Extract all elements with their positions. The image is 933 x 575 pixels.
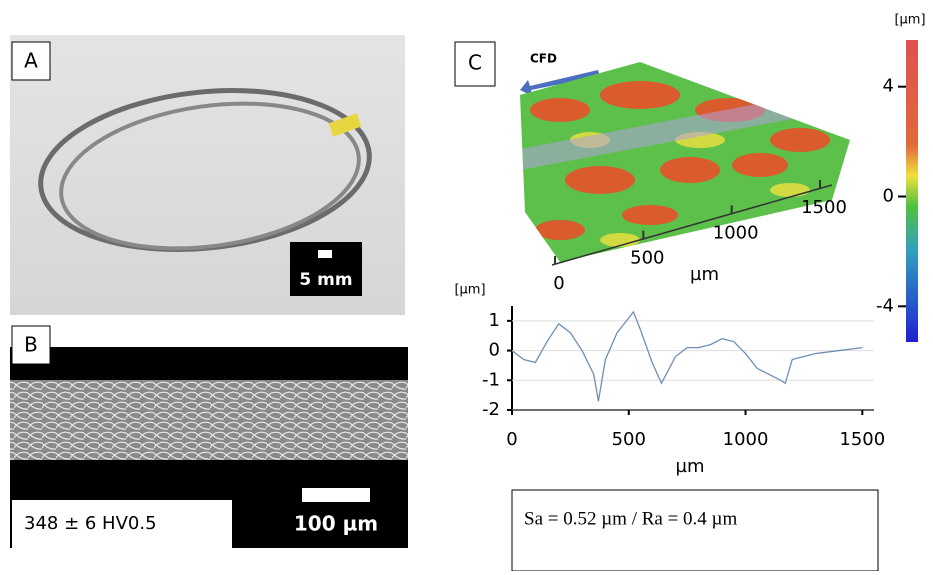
colorbar-tick-label: 4 [883,76,894,97]
scale-bar [302,488,370,502]
surface-tick-label: 1500 [801,197,847,218]
colorbar-unit: [µm] [894,13,925,28]
surface-tick-label: 0 [553,273,564,294]
surface-unit: µm [690,264,719,285]
roughness-label: Sa = 0.52 µm / Ra = 0.4 µm [524,508,737,529]
y-unit: [µm] [454,283,485,298]
x-tick-label: 1000 [723,429,769,450]
roughness-box [512,490,878,571]
x-tick-label: 0 [506,429,517,450]
surface [510,55,860,270]
x-tick-label: 1500 [839,429,885,450]
colorbar-tick-label: -4 [876,295,894,316]
surface-tick-label: 500 [630,248,664,269]
surface-tick-label: 1000 [713,222,759,243]
panel-label: A [24,49,38,73]
y-tick-label: -1 [482,369,500,390]
scale-label: 100 µm [294,512,378,536]
flow-label: CFD [530,52,557,66]
panel-label: B [24,333,38,357]
scale-label: 5 mm [299,270,352,290]
colorbar [906,40,918,342]
scale-bar [318,250,332,258]
x-tick-label: 500 [612,429,646,450]
y-tick-label: 0 [489,340,500,361]
figure: A 5 mm B 348 ± 6 HV0.5 100 µm C CFD µm [… [0,0,933,571]
y-tick-label: 1 [489,310,500,331]
panel-label: C [468,51,482,75]
y-tick-label: -2 [482,399,500,420]
x-axis-label: µm [676,456,705,477]
profile-line [512,312,862,401]
colorbar-tick-label: 0 [883,185,894,206]
hardness-label: 348 ± 6 HV0.5 [24,513,157,534]
micrograph-band [10,380,408,460]
